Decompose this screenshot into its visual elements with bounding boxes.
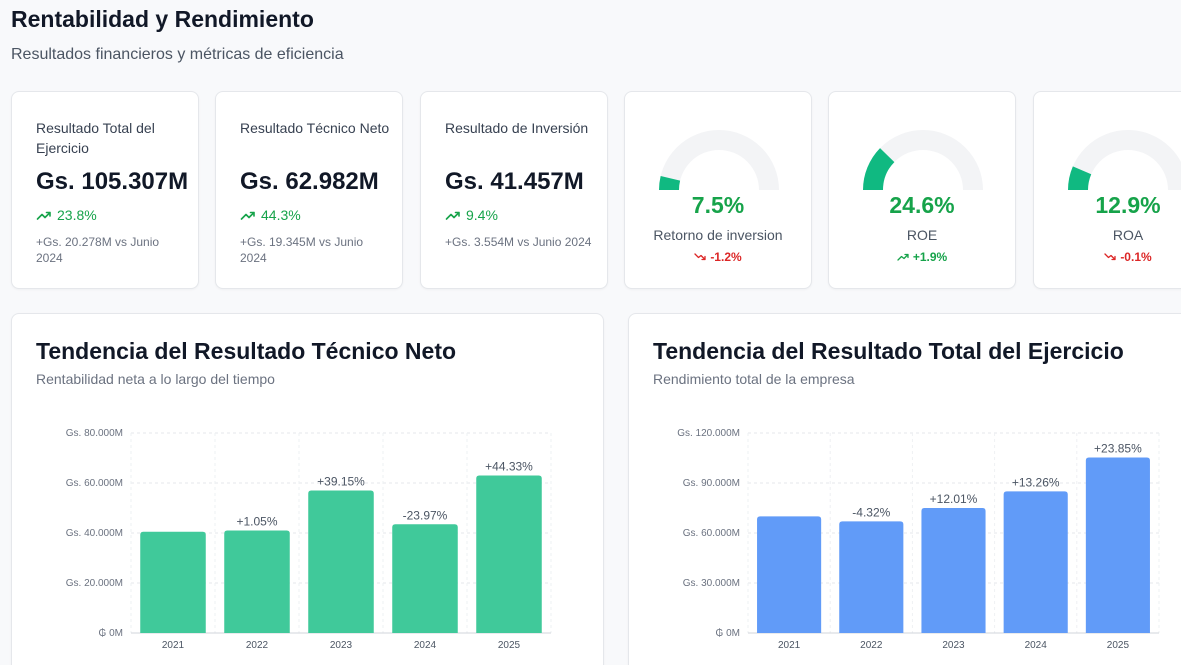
- trending-down-icon: [694, 253, 706, 261]
- bar[interactable]: [224, 530, 290, 634]
- x-tick-label: 2025: [1107, 640, 1130, 651]
- gauge-delta: -1.2%: [625, 250, 811, 264]
- page-subtitle: Resultados financieros y métricas de efi…: [11, 46, 344, 63]
- bar[interactable]: [1003, 491, 1068, 633]
- gauge-card-roa: 12.9% ROA -0.1%: [1033, 91, 1181, 289]
- y-tick-label: Gs. 60.000M: [683, 528, 740, 539]
- kpi-value: Gs. 105.307M: [36, 168, 189, 195]
- kpi-title: Resultado Técnico Neto: [240, 120, 390, 136]
- x-tick-label: 2024: [414, 640, 437, 651]
- kpi-change-value: 23.8%: [57, 207, 97, 223]
- gauge-delta-value: +1.9%: [912, 250, 948, 264]
- bar[interactable]: [921, 508, 986, 633]
- gauge-label: ROE: [906, 227, 938, 243]
- gauge-value: 12.9%: [1095, 192, 1161, 218]
- gauge-delta: -0.1%: [1034, 250, 1181, 264]
- kpi-value: Gs. 41.457M: [445, 168, 584, 195]
- gauge-fill: [659, 175, 681, 191]
- x-tick-label: 2022: [246, 640, 269, 651]
- bar[interactable]: [1085, 457, 1150, 633]
- y-tick-label: Gs. 60.000M: [66, 478, 123, 489]
- bar-chart: ₲ 0M Gs. 30.000M Gs. 60.000M Gs. 90.000M Gs.…: [677, 428, 1160, 651]
- kpi-note: +Gs. 3.554M vs Junio 2024: [445, 235, 592, 249]
- gauge-delta-value: -0.1%: [1120, 250, 1152, 264]
- y-tick-label: Gs. 40.000M: [66, 528, 123, 539]
- page-title: Rentabilidad y Rendimiento: [11, 6, 314, 32]
- y-tick-label: ₲ 0M: [99, 627, 123, 639]
- kpi-note: +Gs. 20.278M vs Junio 2024: [36, 235, 160, 265]
- gauge-track: [659, 130, 779, 191]
- gauge-value: 7.5%: [691, 192, 745, 218]
- gauge-label: Retorno de inversion: [653, 227, 783, 243]
- x-tick-label: 2023: [942, 640, 965, 651]
- y-tick-label: Gs. 30.000M: [683, 578, 740, 589]
- bar-data-label: -4.32%: [852, 505, 890, 519]
- bar-data-label: -23.97%: [403, 508, 448, 522]
- x-tick-label: 2021: [778, 640, 801, 651]
- trending-down-icon: [1104, 253, 1116, 261]
- gauge-delta-value: -1.2%: [710, 250, 742, 264]
- gauge-card-roe: 24.6% ROE +1.9%: [828, 91, 1016, 289]
- kpi-note: +Gs. 19.345M vs Junio 2024: [240, 235, 364, 265]
- y-tick-label: Gs. 20.000M: [66, 578, 123, 589]
- kpi-change: 44.3%: [240, 207, 301, 223]
- y-tick-label: Gs. 80.000M: [66, 428, 123, 439]
- bar-data-label: +23.85%: [1094, 441, 1142, 455]
- gauge-delta: +1.9%: [829, 250, 1015, 264]
- bar-data-label: +44.33%: [485, 460, 533, 474]
- kpi-change: 9.4%: [445, 207, 498, 223]
- bar-data-label: +39.15%: [317, 475, 365, 489]
- bar-data-label: +13.26%: [1012, 475, 1060, 489]
- gauge-fill: [863, 148, 895, 191]
- gauge-chart: [1068, 130, 1181, 191]
- chart-title: Tendencia del Resultado Técnico Neto: [36, 338, 457, 364]
- gauge-label: ROA: [1112, 227, 1144, 243]
- bar-data-label: +1.05%: [236, 515, 277, 529]
- bar[interactable]: [392, 524, 458, 633]
- kpi-card-resultado-tecnico: Resultado Técnico Neto Gs. 62.982M 44.3%…: [215, 91, 403, 289]
- gauge-fill: [1068, 166, 1092, 191]
- kpi-title: Resultado Total del Ejercicio: [36, 120, 155, 156]
- x-tick-label: 2023: [330, 640, 353, 651]
- bar[interactable]: [839, 521, 904, 633]
- kpi-change-value: 9.4%: [466, 207, 498, 223]
- bar[interactable]: [308, 490, 374, 634]
- bar[interactable]: [476, 475, 542, 633]
- x-tick-label: 2021: [162, 640, 185, 651]
- trending-up-icon: [36, 211, 51, 220]
- gauge-track: [1068, 130, 1181, 191]
- trending-up-icon: [897, 253, 909, 261]
- y-tick-label: Gs. 90.000M: [683, 478, 740, 489]
- kpi-card-resultado-inversion: Resultado de Inversión Gs. 41.457M 9.4% …: [420, 91, 608, 289]
- y-tick-label: Gs. 120.000M: [677, 428, 740, 439]
- y-tick-label: ₲ 0M: [716, 627, 740, 639]
- bar-chart: ₲ 0M Gs. 20.000M Gs. 40.000M Gs. 60.000M Gs.…: [66, 428, 552, 651]
- chart-card-resultado-tecnico: Tendencia del Resultado Técnico Neto Ren…: [11, 313, 604, 665]
- x-tick-label: 2022: [860, 640, 883, 651]
- gauge-chart: [659, 130, 779, 191]
- kpi-card-resultado-total: Resultado Total del Ejercicio Gs. 105.30…: [11, 91, 199, 289]
- kpi-value: Gs. 62.982M: [240, 168, 379, 195]
- bar-data-label: +12.01%: [930, 492, 978, 506]
- bar[interactable]: [757, 516, 822, 633]
- chart-subtitle: Rendimiento total de la empresa: [653, 371, 855, 387]
- kpi-change-value: 44.3%: [261, 207, 301, 223]
- x-tick-label: 2025: [498, 640, 521, 651]
- kpi-change: 23.8%: [36, 207, 97, 223]
- trending-up-icon: [445, 211, 460, 220]
- gauge-chart: [863, 130, 983, 191]
- gauge-card-retorno-inversion: 7.5% Retorno de inversion -1.2%: [624, 91, 812, 289]
- x-tick-label: 2024: [1025, 640, 1048, 651]
- chart-title: Tendencia del Resultado Total del Ejerci…: [653, 338, 1124, 364]
- chart-subtitle: Rentabilidad neta a lo largo del tiempo: [36, 371, 275, 387]
- chart-card-resultado-total: Tendencia del Resultado Total del Ejerci…: [628, 313, 1181, 665]
- bar[interactable]: [140, 531, 206, 633]
- kpi-title: Resultado de Inversión: [445, 120, 589, 136]
- gauge-value: 24.6%: [889, 192, 955, 218]
- trending-up-icon: [240, 211, 255, 220]
